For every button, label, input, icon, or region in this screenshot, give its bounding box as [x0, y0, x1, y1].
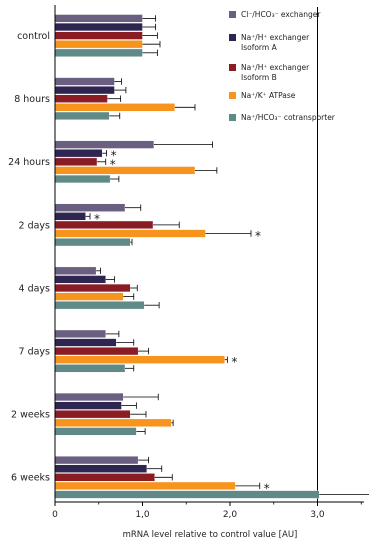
legend-label: Na⁺/H⁺ exchanger: [241, 63, 310, 72]
category-group-2: ** 24 hours: [8, 140, 218, 184]
bar: [54, 338, 117, 347]
bar: [54, 301, 145, 310]
legend-item-4: Na⁺/HCO₃⁻ cotransporter: [229, 113, 336, 122]
category-label: 2 days: [19, 220, 51, 231]
category-label: 2 weeks: [11, 410, 50, 421]
x-tick-label: 1,0: [135, 510, 150, 520]
x-tick-label: 0: [52, 510, 58, 520]
category-group-6: 2 weeks: [11, 392, 174, 436]
category-label: control: [17, 31, 50, 42]
legend-label: Isoform A: [241, 43, 278, 52]
bar: [54, 364, 126, 373]
category-group-5: * 7 days: [19, 329, 237, 373]
bar: [54, 14, 143, 23]
bar: [54, 355, 225, 364]
bar: [54, 94, 108, 103]
bar: [54, 111, 110, 121]
legend-label: Na⁺/H⁺ exchanger: [241, 33, 310, 42]
legend-label: Isoform B: [241, 73, 277, 82]
bar: [54, 266, 97, 275]
bar: [54, 48, 143, 57]
bar: [54, 157, 98, 166]
bar: [54, 427, 137, 436]
legend-item-0: Cl⁻/HCO₃⁻ exchanger: [229, 10, 321, 19]
bar: [54, 283, 131, 293]
legend-swatch: [229, 11, 236, 18]
x-tick-label: 3,0: [310, 510, 325, 520]
category-label: 7 days: [19, 347, 51, 358]
bar: [54, 203, 126, 212]
bar: [54, 85, 115, 95]
bar: [54, 481, 236, 491]
bar: [54, 464, 148, 473]
bar: [54, 22, 143, 32]
bar: [54, 229, 206, 238]
bar: [54, 140, 155, 149]
legend-label: Na⁺/HCO₃⁻ cotransporter: [241, 113, 336, 122]
bar: [54, 166, 196, 175]
bar: [54, 401, 122, 410]
category-group-3: * * 2 days: [19, 203, 261, 247]
bar: [54, 456, 139, 465]
bar: [54, 212, 86, 221]
legend-swatch: [229, 34, 236, 41]
bar: [54, 174, 111, 184]
legend-item-3: Na⁺/K⁺ ATPase: [229, 91, 296, 100]
bar: [54, 31, 143, 40]
x-tick-label: 2,0: [223, 510, 238, 520]
bar: [54, 392, 124, 402]
significance-marker: *: [255, 229, 261, 243]
category-group-1: 8 hours: [14, 77, 196, 121]
category-label: 24 hours: [8, 157, 50, 168]
bar: [54, 490, 320, 499]
bar: [54, 149, 103, 158]
significance-marker: *: [110, 157, 116, 171]
category-group-0: control: [17, 14, 161, 57]
bar: [54, 418, 172, 427]
legend-swatch: [229, 114, 236, 121]
category-label: 4 days: [19, 283, 51, 294]
bar: [54, 275, 106, 284]
bar: [54, 292, 124, 301]
bar: [54, 347, 139, 356]
category-label: 8 hours: [14, 94, 50, 105]
bar: [54, 410, 131, 419]
bar: [54, 473, 155, 482]
significance-marker: *: [231, 355, 237, 369]
significance-marker: *: [264, 481, 270, 495]
bar: [54, 220, 154, 230]
bar: [54, 329, 106, 339]
bar: [54, 40, 143, 49]
legend-label: Na⁺/K⁺ ATPase: [241, 91, 296, 100]
category-group-7: **6 weeks: [11, 456, 369, 499]
significance-marker: *: [111, 149, 117, 163]
category-group-4: 4 days: [19, 266, 160, 310]
bar: [54, 237, 131, 247]
significance-marker: *: [94, 212, 100, 226]
legend-label: Cl⁻/HCO₃⁻ exchanger: [241, 10, 321, 19]
category-label: 6 weeks: [11, 473, 50, 484]
bar: [54, 103, 176, 112]
bar: [54, 77, 115, 86]
x-axis-title: mRNA level relative to control value [AU…: [123, 530, 298, 540]
legend-swatch: [229, 92, 236, 99]
legend-swatch: [229, 64, 236, 71]
